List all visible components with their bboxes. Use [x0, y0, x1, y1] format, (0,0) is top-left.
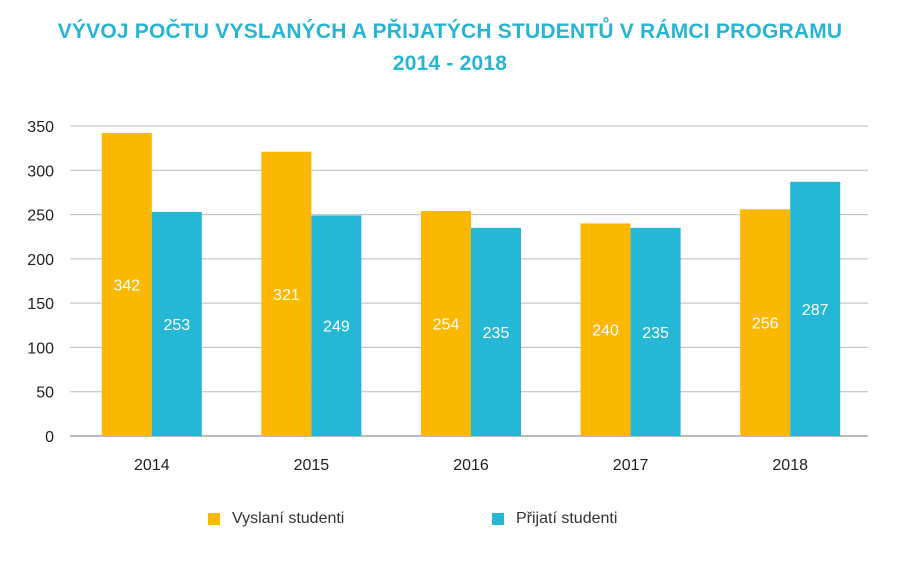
data-label: 321: [273, 287, 300, 304]
x-tick-label: 2015: [294, 457, 330, 474]
legend-label-sent: Vyslaní studenti: [232, 510, 345, 527]
x-tick-label: 2016: [453, 457, 489, 474]
y-tick-label: 50: [36, 385, 54, 402]
y-tick-label: 100: [27, 340, 54, 357]
data-label: 249: [323, 319, 350, 336]
data-label: 287: [802, 302, 829, 319]
legend-label-received: Přijatí studenti: [516, 510, 618, 527]
data-label: 342: [113, 278, 140, 295]
bar: [630, 227, 681, 436]
data-label: 253: [163, 317, 190, 334]
bar: [101, 133, 152, 437]
bar: [740, 209, 791, 436]
legend-item-sent: Vyslaní studenti: [208, 510, 344, 528]
x-tick-label: 2018: [772, 457, 808, 474]
data-label: 240: [592, 323, 619, 340]
y-tick-label: 150: [27, 296, 54, 313]
data-label: 235: [483, 325, 510, 342]
bar: [471, 227, 521, 436]
legend-swatch-received: [492, 513, 504, 525]
bar: [261, 151, 312, 436]
bar: [790, 181, 841, 436]
y-tick-label: 250: [27, 208, 54, 225]
legend-item-received: Přijatí studenti: [492, 510, 617, 528]
data-label: 235: [642, 325, 669, 342]
x-tick-label: 2014: [134, 457, 170, 474]
bar: [580, 223, 631, 436]
bar: [421, 211, 471, 436]
y-tick-label: 200: [27, 252, 54, 269]
legend-swatch-sent: [208, 513, 220, 525]
chart-title: VÝVOJ POČTU VYSLANÝCH A PŘIJATÝCH STUDEN…: [57, 20, 843, 43]
x-tick-label: 2017: [613, 457, 649, 474]
bar: [311, 215, 362, 436]
data-label: 254: [433, 317, 460, 334]
bar: [151, 211, 202, 436]
y-tick-label: 0: [45, 429, 54, 446]
y-tick-label: 350: [27, 119, 54, 136]
y-tick-label: 300: [27, 163, 54, 180]
bar-chart: 0 50 100 150 200 250 300 350 342 253 2014 321 249 201…: [27, 119, 868, 474]
data-label: 256: [752, 316, 779, 333]
chart-subtitle: 2014 - 2018: [392, 52, 508, 75]
